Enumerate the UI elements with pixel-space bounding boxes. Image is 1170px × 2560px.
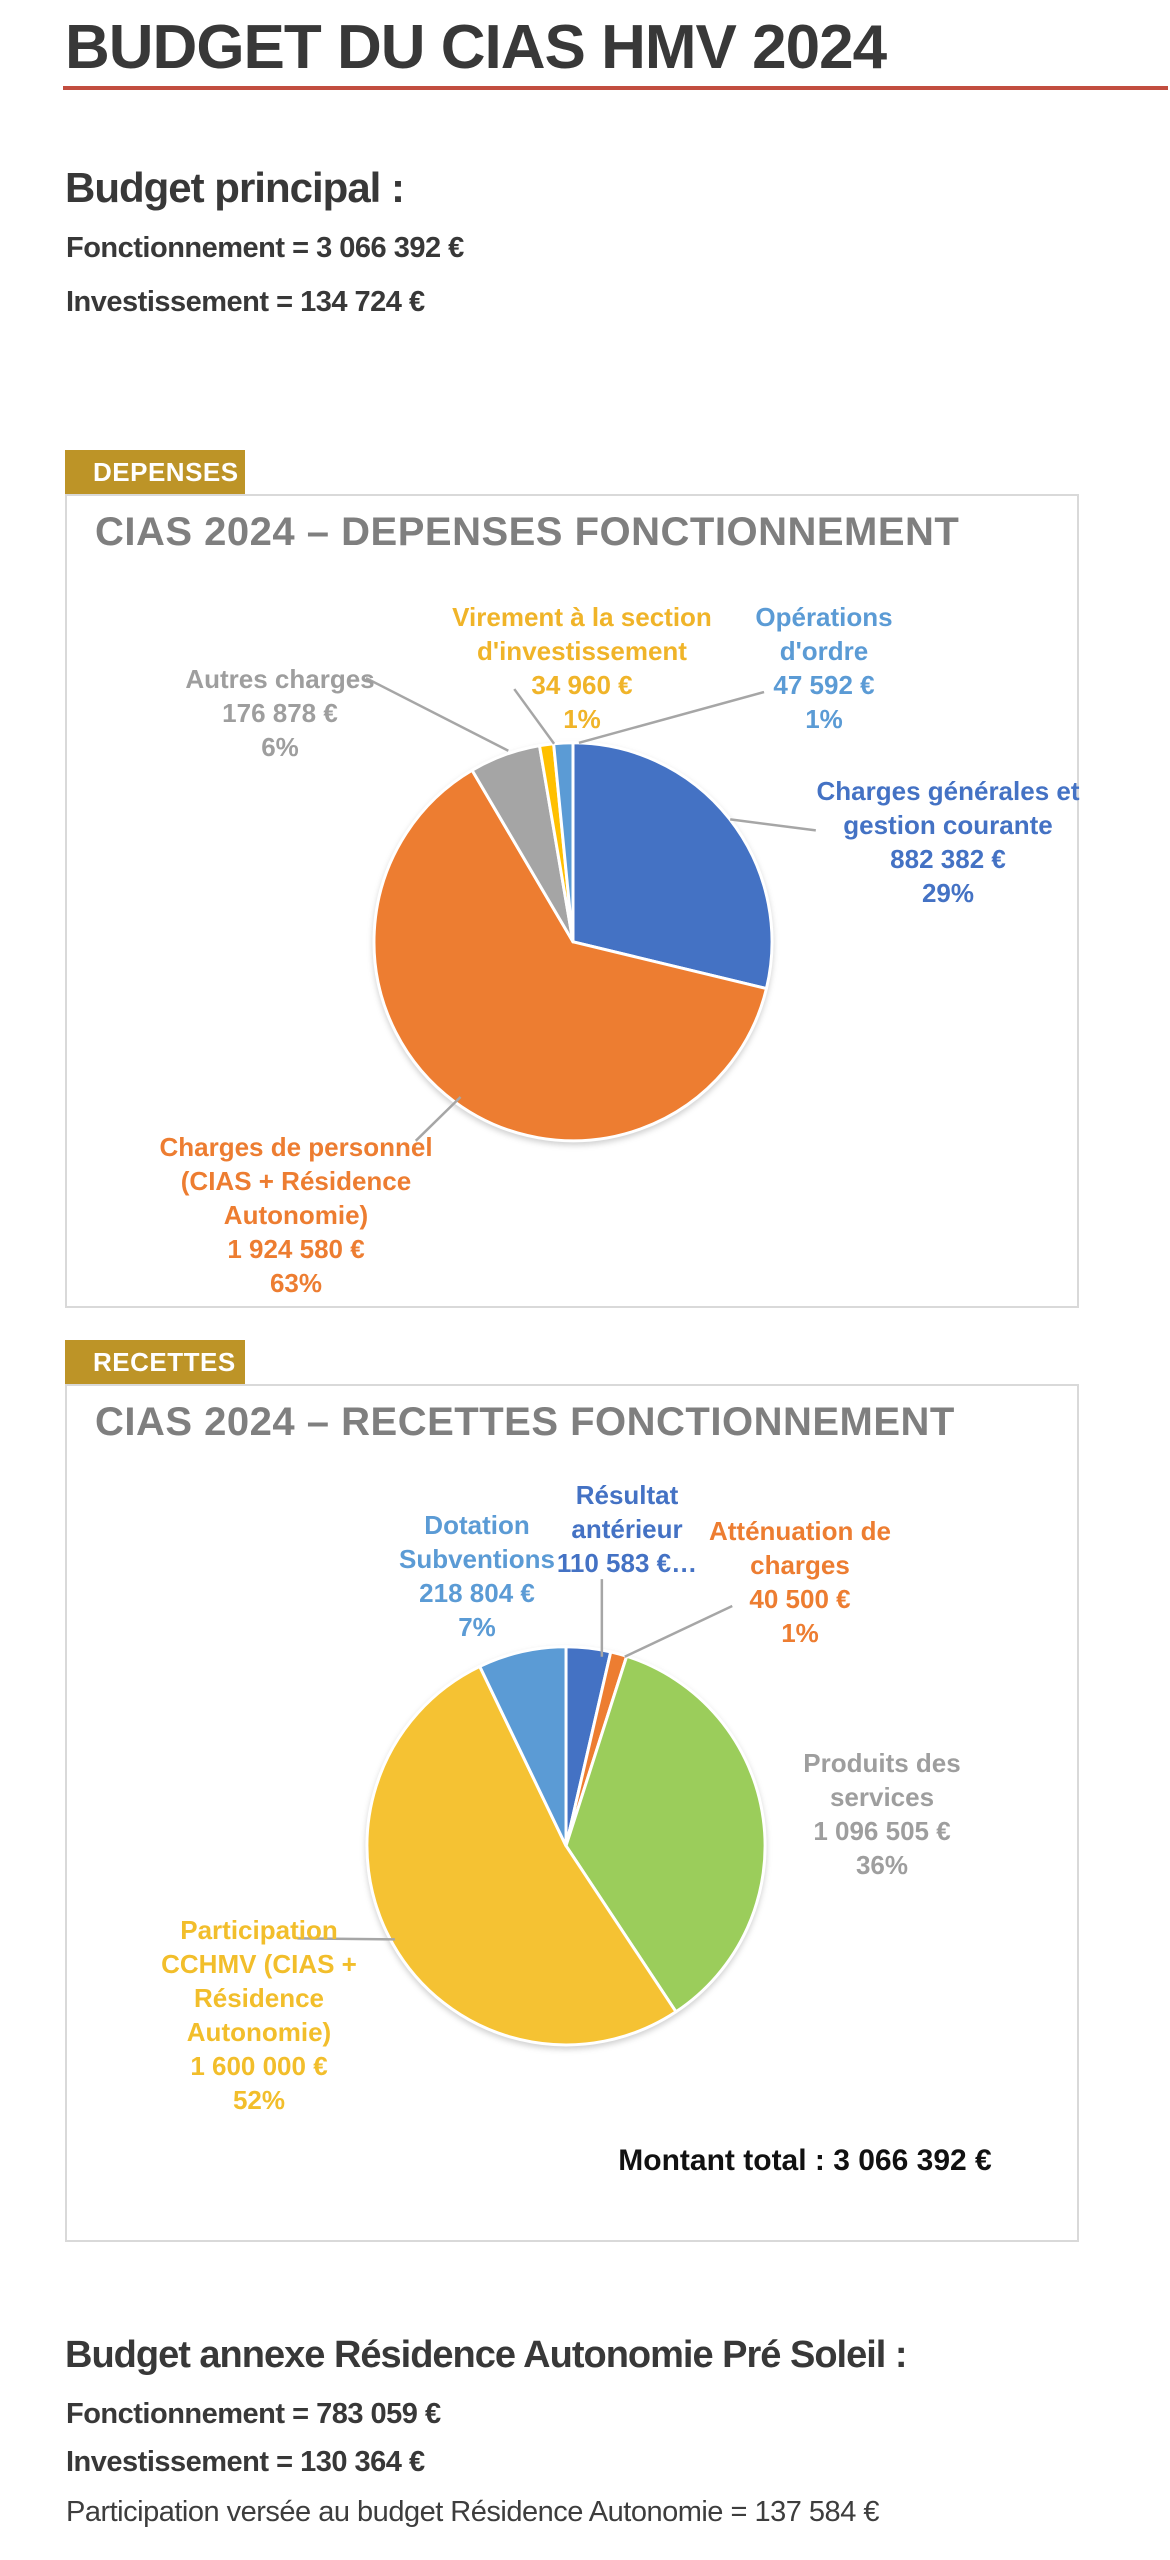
leader-line [365, 676, 509, 752]
pie-label-line: Produits des [803, 1748, 961, 1778]
pie-label-attenuation-charges: Atténuation de charges 40 500 € 1% [709, 1514, 891, 1650]
pie-label-line: 47 592 € [773, 670, 875, 700]
budget-annexe-heading: Budget annexe Résidence Autonomie Pré So… [65, 2334, 908, 2376]
pie-label-virement-investissement: Virement à la section d'investissement 3… [452, 600, 712, 736]
depenses-pie-chart-svg [365, 676, 816, 1143]
pie-label-line: d'investissement [477, 636, 687, 666]
pie-label-produits-services: Produits des services 1 096 505 € 36% [803, 1746, 960, 1882]
title-underline [63, 86, 1168, 90]
pie-label-line: 1% [781, 1618, 819, 1648]
pie-label-line: 40 500 € [749, 1584, 851, 1614]
page-title: BUDGET DU CIAS HMV 2024 [65, 13, 887, 82]
pie-label-line: 1% [805, 704, 843, 734]
leader-line [513, 688, 556, 745]
pie-label-operations-ordre: Opérations d'ordre 47 592 € 1% [755, 600, 892, 736]
pie-label-line: Atténuation de [709, 1516, 891, 1546]
budget-annexe-participation: Participation versée au budget Résidence… [66, 2496, 880, 2528]
pie-label-line: Résultat [575, 1480, 679, 1510]
pie-slice [478, 1645, 568, 1848]
budget-principal-heading: Budget principal : [65, 164, 405, 211]
pie-label-line: Subventions [398, 1544, 556, 1574]
pie-label-line: 63% [269, 1268, 323, 1298]
pie-label-line: Participation [180, 1915, 338, 1945]
recettes-chart-title: CIAS 2024 – RECETTES FONCTIONNEMENT [95, 1400, 955, 1444]
pie-label-line: antérieur [571, 1514, 683, 1544]
pie-slice [564, 1654, 767, 2014]
pie-label-line: 6% [261, 732, 299, 762]
depenses-chart-box: CIAS 2024 – DEPENSES FONCTIONNEMENT Vire… [65, 494, 1080, 1308]
pie-label-line: 34 960 € [531, 670, 633, 700]
recettes-pie-chart-svg [297, 1579, 767, 2047]
pie-label-line: Résidence [193, 1983, 325, 2013]
pie-label-resultat-anterieur: Résultat antérieur 110 583 €… [557, 1478, 697, 1580]
pie-label-line: Virement à la section [452, 602, 712, 632]
pie-label-line: 176 878 € [222, 698, 338, 728]
pie-label-line: Autonomie) [223, 1200, 369, 1230]
budget-principal-fonctionnement: Fonctionnement = 3 066 392 € [66, 232, 464, 264]
pie-label-dotation-subventions: Dotation Subventions 218 804 € 7% [399, 1508, 555, 1644]
recettes-badge: RECETTES [65, 1340, 245, 1384]
pie-label-line: Charges générales et [816, 776, 1080, 806]
pie-label-line: 7% [458, 1612, 496, 1642]
pie-label-line: services [829, 1782, 935, 1812]
pie-label-line: Autres charges [185, 664, 375, 694]
depenses-chart-title: CIAS 2024 – DEPENSES FONCTIONNEMENT [95, 510, 960, 554]
pie-label-line: 110 583 €… [556, 1548, 698, 1578]
pie-label-line: d'ordre [779, 636, 869, 666]
pie-label-line: Charges de personnel [159, 1132, 433, 1162]
leader-line [624, 1604, 733, 1658]
pie-label-charges-personnel: Charges de personnel (CIAS + Résidence A… [159, 1130, 432, 1300]
pie-label-line: (CIAS + Résidence [180, 1166, 412, 1196]
pie-label-line: 1% [563, 704, 601, 734]
pie-label-line: 1 924 580 € [227, 1234, 365, 1264]
pie-label-line: CCHMV (CIAS + [161, 1949, 357, 1979]
pie-label-autres-charges: Autres charges 176 878 € 6% [185, 662, 374, 764]
pie-slice [571, 741, 774, 991]
leader-line [578, 690, 765, 744]
leader-line [297, 1937, 395, 1941]
pie-slice [365, 1664, 678, 2047]
pie-label-line: 218 804 € [419, 1578, 535, 1608]
pie-label-line: gestion courante [843, 810, 1053, 840]
budget-annexe-investissement: Investissement = 130 364 € [66, 2446, 425, 2478]
pie-label-line: 29% [921, 878, 975, 908]
pie-label-line: Opérations [755, 602, 893, 632]
recettes-chart-box: CIAS 2024 – RECETTES FONCTIONNEMENT Résu… [65, 1384, 1079, 2242]
pie-label-line: 1 096 505 € [813, 1816, 951, 1846]
leader-line [414, 1096, 462, 1142]
depenses-badge: DEPENSES [65, 450, 245, 494]
pie-label-line: 1 600 000 € [190, 2051, 328, 2081]
pie-label-line: Dotation [424, 1510, 530, 1540]
leader-line [730, 818, 816, 832]
pie-label-participation-cchmv: Participation CCHMV (CIAS + Résidence Au… [161, 1913, 357, 2117]
montant-total-label: Montant total : 3 066 392 € [618, 2144, 992, 2177]
pie-label-line: charges [750, 1550, 850, 1580]
pie-label-line: 52% [232, 2085, 286, 2115]
pie-label-line: 36% [855, 1850, 909, 1880]
pie-label-line: 882 382 € [890, 844, 1006, 874]
pie-label-charges-generales: Charges générales et gestion courante 88… [816, 774, 1079, 910]
pie-label-line: Autonomie) [186, 2017, 332, 2047]
budget-annexe-fonctionnement: Fonctionnement = 783 059 € [66, 2398, 441, 2430]
budget-principal-investissement: Investissement = 134 724 € [66, 286, 425, 318]
